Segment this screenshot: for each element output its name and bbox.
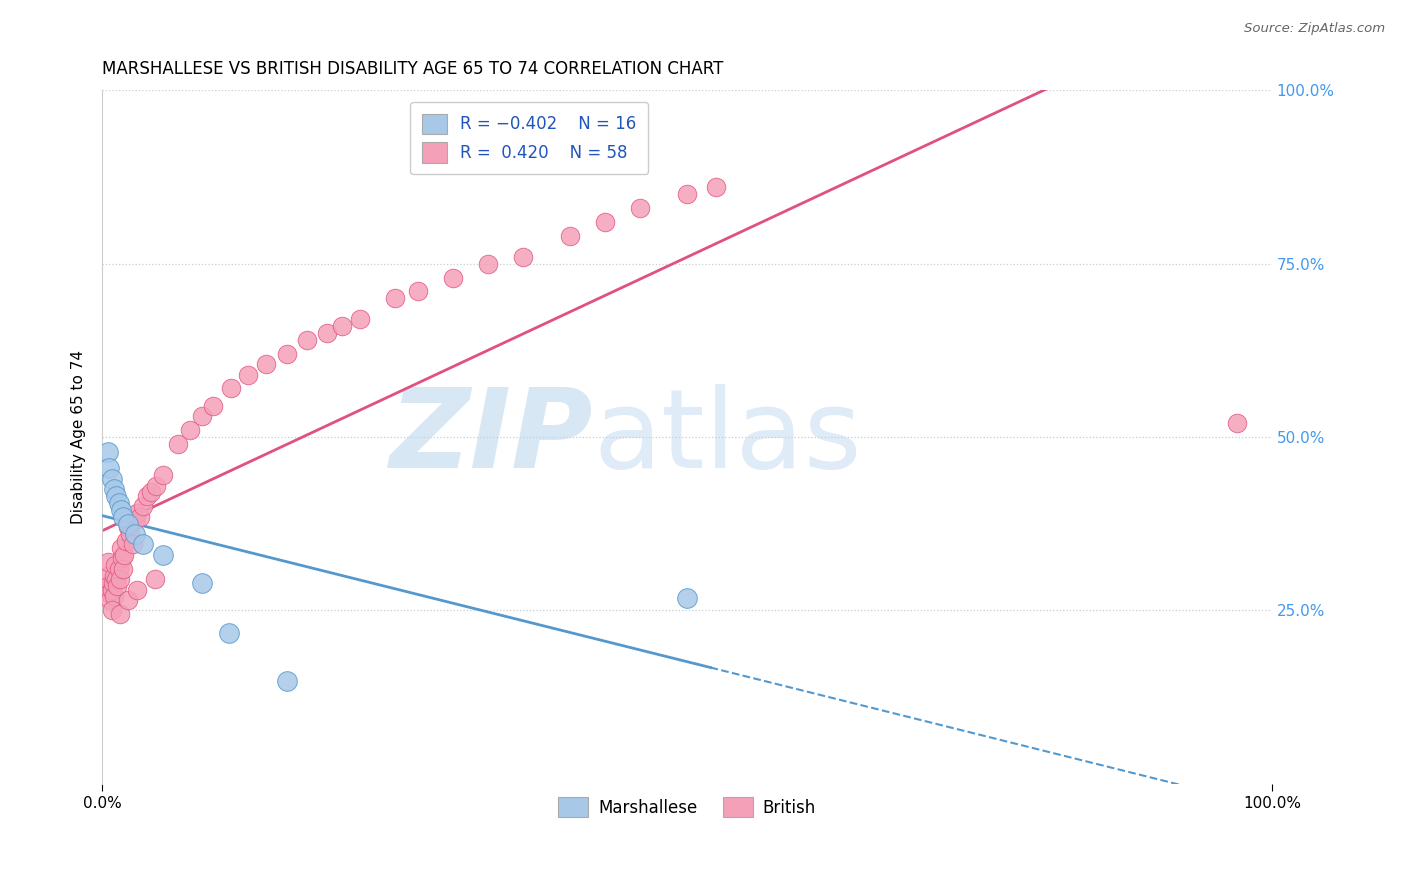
Point [441,270,464,285]
Point [117,520,139,534]
Point [276,674,298,689]
Point [112,562,135,576]
Point [676,591,699,605]
Point [98,586,121,600]
Point [132,537,155,551]
Point [117,593,139,607]
Point [105,489,128,503]
Point [254,357,277,371]
Point [704,180,727,194]
Point [114,548,136,562]
Point [107,579,129,593]
Point [107,562,129,576]
Point [141,485,163,500]
Point [107,496,129,510]
Point [100,593,122,607]
Point [101,575,124,590]
Point [127,582,149,597]
Point [100,582,122,597]
Point [512,250,534,264]
Point [477,257,499,271]
Point [96,568,118,582]
Point [97,555,120,569]
Point [124,513,146,527]
Point [295,333,318,347]
Text: ZIP: ZIP [389,384,593,491]
Point [135,489,157,503]
Point [127,506,149,520]
Point [132,500,155,514]
Point [105,572,128,586]
Point [190,575,212,590]
Point [97,579,120,593]
Point [121,537,143,551]
Point [349,312,371,326]
Point [103,590,125,604]
Point [406,285,429,299]
Point [276,347,298,361]
Text: atlas: atlas [593,384,862,491]
Point [103,482,125,496]
Point [108,572,131,586]
Point [202,399,225,413]
Point [238,368,260,382]
Point [98,461,121,475]
Point [179,423,201,437]
Point [128,509,150,524]
Point [628,201,651,215]
Point [219,381,242,395]
Point [558,228,581,243]
Point [117,516,139,531]
Point [104,558,127,573]
Point [315,326,337,340]
Point [112,509,135,524]
Point [167,437,190,451]
Legend: Marshallese, British: Marshallese, British [551,790,823,824]
Point [103,568,125,582]
Point [114,534,136,549]
Point [384,291,406,305]
Point [218,625,240,640]
Point [110,541,132,555]
Point [190,409,212,424]
Point [593,215,616,229]
Point [108,607,131,621]
Point [1226,416,1249,430]
Point [100,472,122,486]
Point [676,187,699,202]
Point [145,478,167,492]
Point [97,445,120,459]
Point [110,503,132,517]
Point [330,319,353,334]
Point [152,548,174,562]
Y-axis label: Disability Age 65 to 74: Disability Age 65 to 74 [72,350,86,524]
Text: MARSHALLESE VS BRITISH DISABILITY AGE 65 TO 74 CORRELATION CHART: MARSHALLESE VS BRITISH DISABILITY AGE 65… [103,60,724,78]
Text: Source: ZipAtlas.com: Source: ZipAtlas.com [1244,22,1385,36]
Point [111,551,134,566]
Point [143,572,166,586]
Point [120,527,142,541]
Point [100,603,122,617]
Point [152,468,174,483]
Point [124,527,146,541]
